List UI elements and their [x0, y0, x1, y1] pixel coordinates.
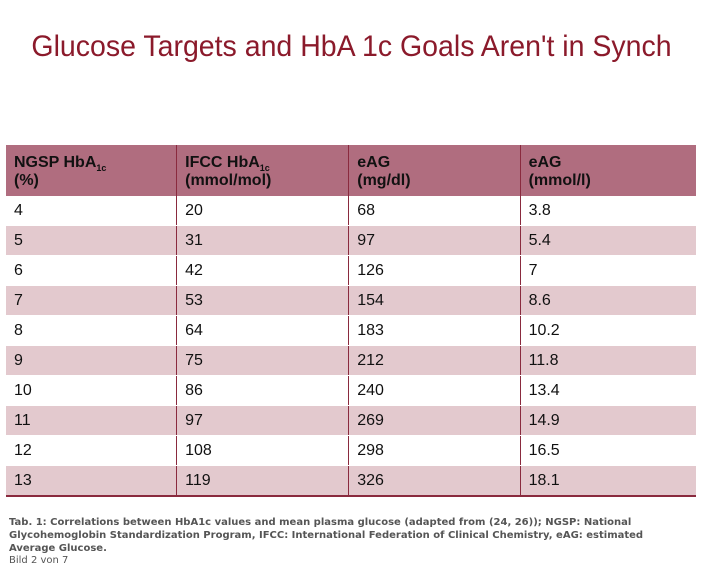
table-row: 12 108 298 16.5	[6, 435, 696, 466]
header-line1: NGSP HbA	[14, 154, 97, 171]
header-sub: 1c	[259, 163, 270, 173]
table-cell: 16.5	[520, 435, 696, 466]
table-cell: 5.4	[520, 225, 696, 256]
table-row: 11 97 269 14.9	[6, 405, 696, 436]
table-cell: 13.4	[520, 375, 696, 406]
table-row: 9 75 212 11.8	[6, 345, 696, 376]
table-cell: 64	[176, 315, 350, 346]
table-cell: 4	[6, 196, 178, 226]
table-cell: 154	[348, 285, 521, 316]
table-cell: 97	[348, 225, 521, 256]
table-cell: 6	[6, 255, 178, 286]
table-cell: 10.2	[520, 315, 696, 346]
table-cell: 298	[348, 435, 521, 466]
table-cell: 5	[6, 225, 178, 256]
table-cell: 13	[6, 465, 178, 497]
table-cell: 108	[176, 435, 350, 466]
table-cell: 11.8	[520, 345, 696, 376]
table-cell: 68	[348, 196, 521, 226]
table-row: 6 42 126 7	[6, 255, 696, 286]
header-line1: eAG	[357, 154, 391, 171]
header-eag-mmoll: eAG (mmol/l)	[520, 145, 696, 196]
table-cell: 269	[348, 405, 521, 436]
header-ngsp-hba1c: NGSP HbA1c (%)	[6, 145, 178, 196]
table-caption: Tab. 1: Correlations between HbA1c value…	[9, 517, 644, 554]
table-row: 10 86 240 13.4	[6, 375, 696, 406]
table-row: 8 64 183 10.2	[6, 315, 696, 346]
table-row: 4 20 68 3.8	[6, 196, 696, 226]
table-cell: 240	[348, 375, 521, 406]
header-line2: (mmol/mol)	[185, 172, 272, 189]
table-cell: 126	[348, 255, 521, 286]
table-cell: 183	[348, 315, 521, 346]
table-cell: 9	[6, 345, 178, 376]
table-cell: 3.8	[520, 196, 696, 226]
table-cell: 119	[176, 465, 350, 497]
image-counter: Bild 2 von 7	[9, 555, 69, 566]
table-cell: 7	[520, 255, 696, 286]
header-ifcc-hba1c: IFCC HbA1c (mmol/mol)	[176, 145, 350, 196]
table-cell: 20	[176, 196, 350, 226]
header-sub: 1c	[96, 163, 107, 173]
header-line1: eAG	[528, 154, 562, 171]
table-header-row: NGSP HbA1c (%) IFCC HbA1c (mmol/mol) eAG (m…	[6, 145, 696, 196]
header-line1: IFCC HbA	[185, 154, 260, 171]
header-eag-mgdl: eAG (mg/dl)	[348, 145, 521, 196]
glucose-table-container: NGSP HbA1c (%) IFCC HbA1c (mmol/mol) eAG (m…	[6, 145, 696, 497]
table-cell: 75	[176, 345, 350, 376]
table-cell: 14.9	[520, 405, 696, 436]
table-cell: 97	[176, 405, 350, 436]
table-cell: 53	[176, 285, 350, 316]
table-cell: 18.1	[520, 465, 696, 497]
page-title: Glucose Targets and HbA 1c Goals Aren't …	[31, 30, 672, 63]
header-line2: (%)	[14, 172, 39, 189]
glucose-table: NGSP HbA1c (%) IFCC HbA1c (mmol/mol) eAG (m…	[6, 145, 696, 497]
table-cell: 12	[6, 435, 178, 466]
table-row: 13 119 326 18.1	[6, 465, 696, 497]
table-cell: 11	[6, 405, 178, 436]
table-row: 5 31 97 5.4	[6, 225, 696, 256]
table-cell: 10	[6, 375, 178, 406]
header-line2: (mmol/l)	[528, 172, 591, 189]
table-cell: 326	[348, 465, 521, 497]
table-cell: 8	[6, 315, 178, 346]
table-cell: 86	[176, 375, 350, 406]
table-row: 7 53 154 8.6	[6, 285, 696, 316]
table-cell: 7	[6, 285, 178, 316]
table-cell: 8.6	[520, 285, 696, 316]
header-line2: (mg/dl)	[357, 172, 411, 189]
table-cell: 212	[348, 345, 521, 376]
table-cell: 31	[176, 225, 350, 256]
table-cell: 42	[176, 255, 350, 286]
